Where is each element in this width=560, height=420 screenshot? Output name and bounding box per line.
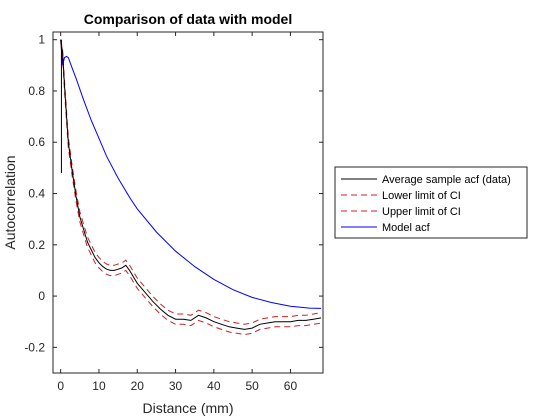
- y-tick-label: -0.2: [24, 340, 45, 354]
- legend: Average sample acf (data) Lower limit of …: [334, 166, 528, 239]
- legend-label: Average sample acf (data): [382, 174, 511, 186]
- legend-label: Model acf: [382, 222, 431, 234]
- x-tick-label: 30: [169, 379, 183, 393]
- x-tick-label: 20: [131, 379, 145, 393]
- x-axis-label: Distance (mm): [142, 400, 233, 416]
- legend-label: Lower limit of CI: [382, 190, 461, 202]
- y-tick-label: 0: [38, 289, 45, 303]
- legend-label: Upper limit of CI: [382, 206, 461, 218]
- series-line-lower-limit-of-ci: [60, 42, 322, 336]
- plot-area: [60, 39, 322, 336]
- axes-box: [52, 31, 324, 374]
- series-line-average-sample-acf-data: [60, 39, 322, 330]
- chart-title: Comparison of data with model: [84, 11, 292, 27]
- x-tick-label: 10: [92, 379, 106, 393]
- axes: 0 10 20 30 40 50 60 -0.2 0 0.2 0.4 0.6 0.8 1: [24, 31, 324, 393]
- y-tick-label: 1: [38, 33, 45, 47]
- x-tick-label: 0: [57, 379, 64, 393]
- y-tick-label: 0.4: [28, 187, 45, 201]
- series-line-upper-limit-of-ci: [60, 39, 322, 325]
- y-tick-label: 0.6: [28, 135, 45, 149]
- y-axis-label: Autocorrelation: [2, 155, 18, 249]
- x-tick-label: 60: [284, 379, 298, 393]
- y-tick-label: 0.2: [28, 238, 45, 252]
- series-group: [60, 39, 322, 336]
- x-tick-label: 40: [207, 379, 221, 393]
- y-tick-label: 0.8: [28, 84, 45, 98]
- series-line-model-acf: [60, 39, 322, 309]
- x-tick-label: 50: [245, 379, 259, 393]
